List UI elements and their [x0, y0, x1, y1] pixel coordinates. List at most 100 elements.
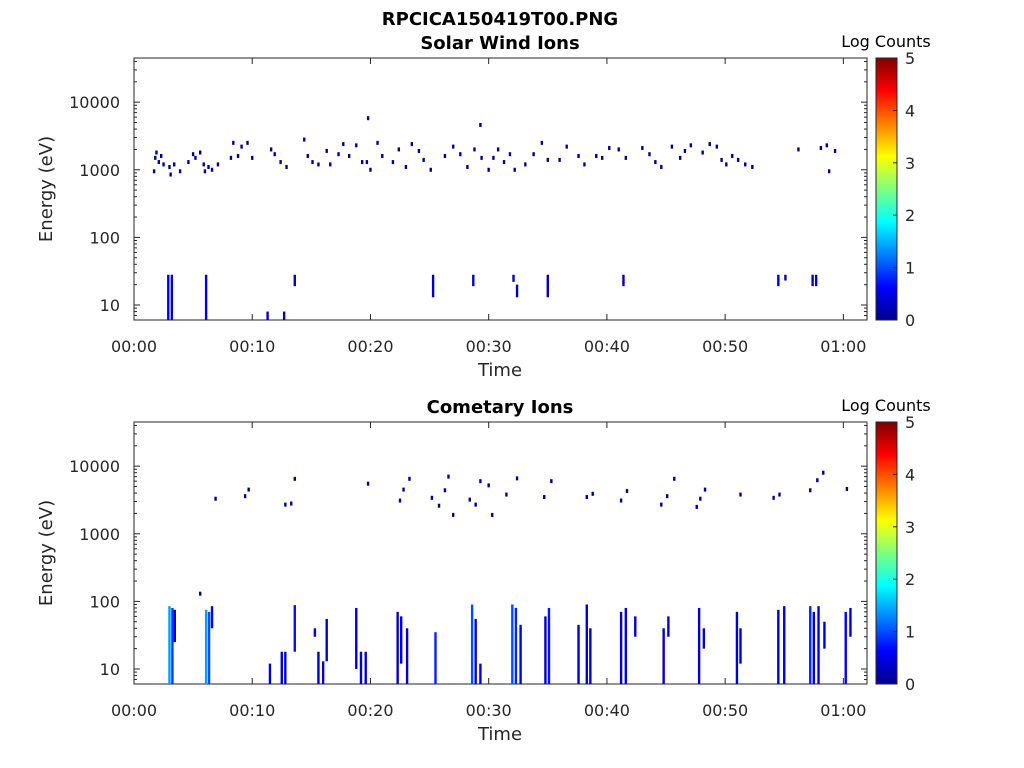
count-streak — [849, 607, 852, 637]
count-dot — [703, 487, 707, 492]
count-dot — [157, 160, 161, 165]
colorbar-tick-label: 3 — [905, 518, 915, 537]
x-tick-label: 00:40 — [584, 701, 630, 720]
count-dot — [311, 160, 314, 165]
count-dot — [447, 474, 450, 479]
colorbar-label: Log Counts — [841, 32, 931, 51]
count-streak — [511, 604, 514, 684]
count-streak — [844, 611, 847, 684]
count-dot — [715, 144, 719, 149]
count-streak — [697, 607, 701, 684]
count-streak — [434, 632, 437, 684]
count-streak — [777, 274, 780, 287]
x-tick-label: 00:00 — [111, 337, 157, 356]
count-dot — [665, 494, 669, 499]
count-dot — [229, 155, 233, 160]
count-dot — [739, 492, 742, 497]
count-dot — [355, 143, 358, 148]
count-streak — [355, 607, 358, 670]
count-dot — [845, 486, 849, 491]
count-dot — [303, 137, 306, 142]
count-dot — [673, 476, 676, 481]
x-tick-label: 00:40 — [584, 337, 630, 356]
plot-area — [133, 421, 868, 685]
colorbar-tick-label: 0 — [905, 311, 915, 330]
colorbar-tick-label: 4 — [905, 101, 915, 120]
count-streak — [512, 274, 515, 282]
count-streak — [266, 311, 269, 320]
count-dot — [443, 488, 447, 493]
count-dot — [317, 162, 320, 167]
count-dot — [513, 167, 516, 172]
count-dot — [429, 167, 432, 172]
count-dot — [452, 512, 455, 517]
count-dot — [408, 476, 411, 481]
spectrogram-marks — [168, 470, 852, 684]
count-dot — [619, 498, 623, 503]
count-dot — [487, 167, 490, 172]
count-dot — [232, 140, 235, 145]
count-streak — [268, 663, 272, 684]
count-dot — [246, 140, 249, 145]
count-streak — [396, 611, 399, 684]
count-dot — [480, 155, 483, 160]
count-dot — [199, 150, 202, 155]
colorbar-tick-label: 2 — [905, 206, 915, 225]
y-axis-ticks: 10 100 1000 10000 — [69, 424, 867, 685]
colorbar — [875, 421, 898, 685]
count-streak — [634, 616, 637, 637]
colorbar-tick-label: 2 — [905, 570, 915, 589]
count-dot — [479, 122, 482, 127]
count-streak — [817, 606, 820, 684]
count-dot — [251, 155, 254, 160]
count-dot — [236, 153, 240, 158]
count-dot — [306, 153, 309, 158]
count-dot — [290, 501, 293, 506]
count-dot — [365, 160, 369, 165]
count-dot — [479, 479, 482, 484]
count-dot — [285, 164, 288, 169]
count-dot — [430, 495, 434, 500]
count-dot — [381, 153, 384, 158]
y-tick-label: 10000 — [69, 457, 120, 476]
count-dot — [731, 153, 734, 158]
count-dot — [708, 142, 711, 147]
count-dot — [492, 155, 495, 160]
count-dot — [169, 172, 172, 177]
count-dot — [825, 143, 829, 148]
count-streak — [325, 618, 328, 662]
x-tick-label: 00:30 — [466, 701, 512, 720]
colorbar-tick-label: 1 — [905, 623, 915, 642]
count-dot — [154, 155, 157, 160]
count-dot — [577, 153, 580, 158]
count-dot — [369, 167, 372, 172]
count-streak — [282, 311, 286, 320]
count-dot — [565, 144, 568, 149]
count-streak — [364, 651, 367, 684]
count-dot — [624, 155, 628, 160]
count-dot — [417, 148, 421, 153]
count-dot — [452, 144, 455, 149]
count-dot — [247, 487, 250, 492]
count-streak — [284, 651, 287, 684]
count-dot — [679, 155, 682, 160]
count-dot — [540, 140, 544, 145]
count-dot — [816, 478, 819, 483]
count-dot — [660, 502, 663, 507]
count-dot — [660, 164, 663, 169]
count-dot — [159, 153, 163, 158]
count-dot — [725, 162, 728, 167]
count-dot — [325, 148, 328, 153]
count-dot — [744, 162, 747, 167]
count-streak — [293, 605, 296, 652]
panel-solar-wind-ions: Solar Wind Ions 00:00 00:10 00:20 00:30 00:4… — [36, 32, 931, 381]
count-streak — [474, 618, 477, 684]
count-dot — [699, 496, 702, 501]
count-dot — [491, 512, 494, 517]
count-dot — [701, 150, 704, 155]
x-tick-label: 00:20 — [347, 701, 393, 720]
count-dot — [402, 487, 405, 492]
count-dot — [329, 162, 332, 167]
count-dot — [210, 167, 214, 172]
